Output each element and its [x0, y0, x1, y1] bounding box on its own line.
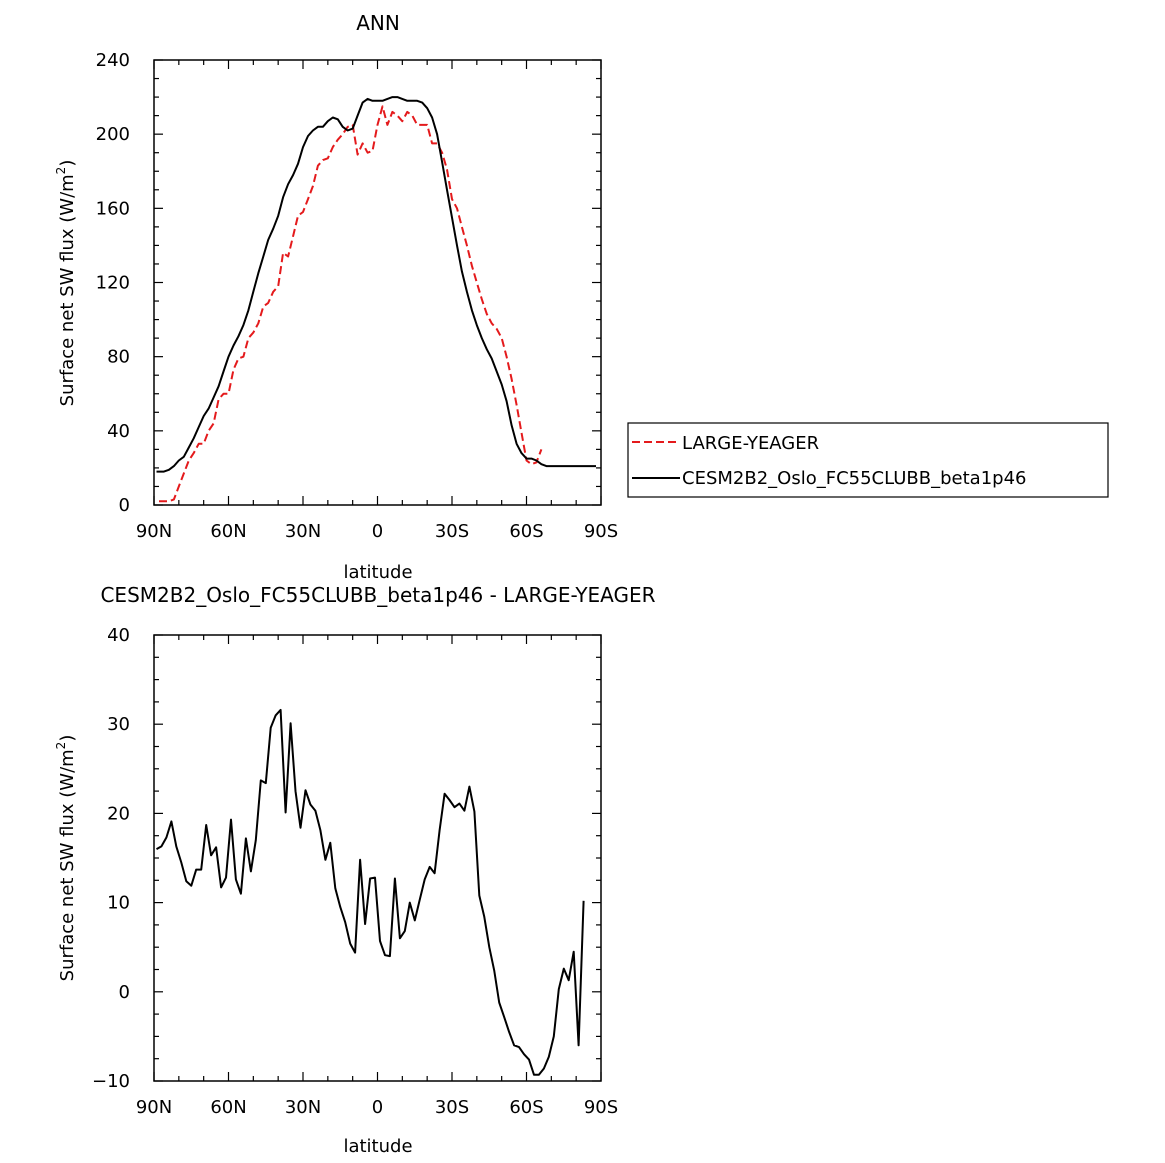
top-y-tick-label: 40 — [107, 421, 130, 442]
top-y-axis-label: Surface net SW flux (W/m2) — [54, 160, 78, 407]
bottom-x-tick-label: 0 — [372, 1097, 383, 1118]
bottom-x-tick-label: 90N — [136, 1097, 172, 1118]
top-x-tick-label: 60N — [210, 521, 246, 542]
bottom-x-tick-label: 30S — [435, 1097, 469, 1118]
bottom-y-axis-label-sup: 2 — [54, 742, 68, 750]
bottom-series-line-0 — [156, 708, 585, 1076]
top-x-tick-label: 30N — [285, 521, 321, 542]
top-y-tick-label: 0 — [119, 495, 130, 516]
top-x-tick-label: 90N — [136, 521, 172, 542]
top-plot-frame — [153, 59, 602, 506]
top-plot-area: 90N 60N 30N 0 30S 60S 90S 0 40 80 120 160 200 240 — [96, 50, 619, 542]
bottom-chart-title: CESM2B2_Oslo_FC55CLUBB_beta1p46 - LARGE-… — [100, 583, 655, 607]
bottom-plot-area: 90N 60N 30N 0 30S 60S 90S −10 0 10 20 30 40 — [92, 625, 618, 1118]
top-y-tick-label: 120 — [96, 273, 130, 294]
bottom-x-tick-label: 30N — [285, 1097, 321, 1118]
top-series-line-0 — [159, 105, 543, 503]
bottom-y-axis-label: Surface net SW flux (W/m2) — [54, 735, 78, 982]
legend-label-large-yeager: LARGE-YEAGER — [682, 433, 819, 454]
top-y-tick-label: 240 — [96, 50, 130, 71]
top-x-tick-label: 60S — [509, 521, 543, 542]
bottom-y-tick-label: 20 — [107, 803, 130, 824]
bottom-y-tick-label: 10 — [107, 893, 130, 914]
legend: LARGE-YEAGER CESM2B2_Oslo_FC55CLUBB_beta… — [627, 422, 1109, 498]
top-x-tick-label: 90S — [584, 521, 618, 542]
bottom-y-tick-label: 0 — [119, 982, 130, 1003]
bottom-y-axis-label-main: Surface net SW flux (W/m — [57, 749, 78, 981]
bottom-plot-frame — [153, 634, 602, 1082]
top-y-axis-label-main: Surface net SW flux (W/m — [57, 174, 78, 406]
top-chart-title: ANN — [356, 11, 400, 35]
bottom-x-tick-label: 60S — [509, 1097, 543, 1118]
bottom-x-tick-label: 60N — [210, 1097, 246, 1118]
top-y-tick-label: 200 — [96, 124, 130, 145]
legend-box — [627, 422, 1109, 498]
top-y-tick-label: 80 — [107, 347, 130, 368]
bottom-x-axis-label: latitude — [343, 1136, 412, 1157]
top-series-line-1 — [156, 96, 596, 473]
top-x-tick-label: 30S — [435, 521, 469, 542]
bottom-y-tick-label: 30 — [107, 714, 130, 735]
bottom-y-axis-label-close: ) — [57, 735, 78, 742]
top-y-tick-label: 160 — [96, 198, 130, 219]
legend-label-cesm: CESM2B2_Oslo_FC55CLUBB_beta1p46 — [682, 468, 1026, 489]
top-y-axis-label-sup: 2 — [54, 167, 68, 175]
top-x-axis-label: latitude — [343, 562, 412, 583]
bottom-y-tick-label: 40 — [107, 625, 130, 646]
bottom-x-tick-label: 90S — [584, 1097, 618, 1118]
top-y-axis-label-close: ) — [57, 160, 78, 167]
bottom-y-tick-label: −10 — [92, 1071, 130, 1092]
top-x-tick-label: 0 — [372, 521, 383, 542]
